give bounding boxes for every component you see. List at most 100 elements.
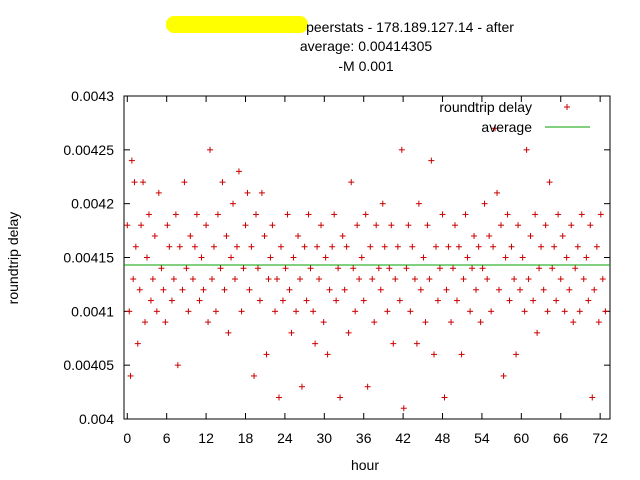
- data-point: [422, 319, 429, 326]
- data-point: [147, 297, 154, 304]
- data-point: [373, 222, 380, 229]
- data-point: [282, 265, 289, 272]
- data-point: [358, 254, 365, 261]
- data-point: [331, 211, 338, 218]
- data-point: [479, 265, 486, 272]
- data-point: [490, 243, 497, 250]
- data-point: [251, 372, 258, 379]
- data-point: [532, 211, 539, 218]
- data-point: [599, 276, 606, 283]
- data-point: [572, 265, 579, 272]
- data-point: [193, 211, 200, 218]
- data-point: [158, 265, 165, 272]
- data-point: [205, 319, 212, 326]
- data-point: [225, 329, 232, 336]
- data-point: [430, 351, 437, 358]
- data-point: [179, 286, 186, 293]
- data-point: [293, 308, 300, 315]
- data-point: [513, 351, 520, 358]
- data-point: [290, 254, 297, 261]
- data-point: [407, 308, 414, 315]
- data-point: [367, 243, 374, 250]
- y-tick-label: 0.0042: [71, 196, 114, 212]
- data-point: [246, 286, 253, 293]
- x-tick-label: 6: [163, 430, 171, 446]
- data-point: [488, 308, 495, 315]
- data-point: [307, 265, 314, 272]
- data-point: [337, 394, 344, 401]
- data-point: [200, 286, 207, 293]
- data-point: [570, 319, 577, 326]
- x-tick-label: 54: [474, 430, 490, 446]
- data-point: [316, 276, 323, 283]
- data-point: [198, 254, 205, 261]
- data-point: [136, 286, 143, 293]
- data-point: [436, 265, 443, 272]
- data-point: [525, 276, 532, 283]
- data-point: [428, 157, 435, 164]
- data-point: [314, 243, 321, 250]
- data-point: [400, 405, 407, 412]
- data-point: [450, 265, 457, 272]
- data-point: [473, 286, 480, 293]
- data-point: [333, 297, 340, 304]
- data-point: [527, 232, 534, 239]
- title-line-3: -M 0.001: [338, 58, 393, 74]
- data-point: [320, 319, 327, 326]
- data-point: [426, 276, 433, 283]
- data-point: [183, 265, 190, 272]
- data-point: [434, 297, 441, 304]
- data-point: [443, 286, 450, 293]
- data-point: [275, 394, 282, 401]
- data-point: [343, 243, 350, 250]
- data-point: [360, 297, 367, 304]
- data-point: [448, 319, 455, 326]
- data-point: [591, 286, 598, 293]
- data-point: [464, 254, 471, 261]
- y-axis-label: roundtrip delay: [5, 212, 21, 305]
- data-point: [388, 222, 395, 229]
- data-point: [189, 276, 196, 283]
- data-point: [538, 243, 545, 250]
- data-point: [530, 297, 537, 304]
- data-point: [486, 232, 493, 239]
- data-point: [339, 232, 346, 239]
- data-point: [238, 308, 245, 315]
- data-point: [322, 254, 329, 261]
- data-point: [386, 265, 393, 272]
- data-point: [348, 179, 355, 186]
- data-point: [453, 297, 460, 304]
- data-point: [151, 232, 158, 239]
- y-tick-label: 0.00425: [63, 142, 114, 158]
- data-point: [521, 308, 528, 315]
- data-point: [274, 276, 281, 283]
- data-point: [439, 211, 446, 218]
- x-tick-label: 24: [277, 430, 293, 446]
- data-point: [196, 297, 203, 304]
- data-point: [394, 243, 401, 250]
- data-point: [496, 286, 503, 293]
- data-point: [398, 146, 405, 153]
- data-point: [233, 243, 240, 250]
- data-point: [209, 276, 216, 283]
- plot-frame: [123, 95, 611, 420]
- data-point: [214, 211, 221, 218]
- data-point: [143, 254, 150, 261]
- data-point: [377, 286, 384, 293]
- axes: 0 6 12 18 24 30 36 42 48 54 60 66 72 0.004 0.00405 0.00…: [63, 88, 610, 446]
- x-tick-label: 36: [356, 430, 372, 446]
- data-point: [384, 308, 391, 315]
- data-point: [396, 297, 403, 304]
- data-point: [279, 297, 286, 304]
- data-point: [506, 297, 513, 304]
- x-tick-label: 72: [592, 430, 608, 446]
- data-point: [312, 340, 319, 347]
- data-point: [149, 276, 156, 283]
- data-point: [303, 297, 310, 304]
- x-tick-label: 30: [317, 430, 333, 446]
- data-point: [256, 297, 263, 304]
- data-point: [155, 189, 162, 196]
- data-point: [469, 265, 476, 272]
- data-point: [502, 254, 509, 261]
- data-point: [244, 189, 251, 196]
